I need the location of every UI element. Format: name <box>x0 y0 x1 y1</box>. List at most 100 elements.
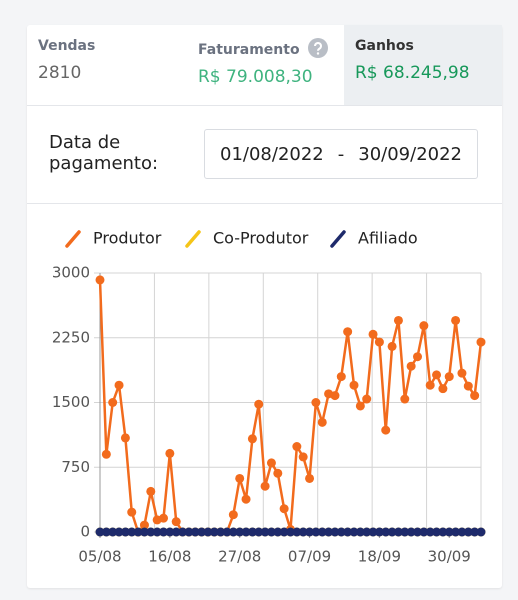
data-point <box>362 394 372 404</box>
data-point <box>95 527 105 537</box>
data-point <box>425 527 435 537</box>
data-point <box>184 527 194 537</box>
data-point <box>133 527 143 537</box>
stat-label-row: Faturamento <box>198 38 344 58</box>
data-point <box>241 527 251 537</box>
legend-item[interactable]: Afiliado <box>330 229 418 248</box>
data-point <box>457 368 467 378</box>
data-point <box>266 527 276 537</box>
data-point <box>209 527 219 537</box>
data-point <box>374 527 384 537</box>
data-point <box>476 527 486 537</box>
series-line <box>98 279 483 534</box>
data-point <box>419 321 429 331</box>
data-point <box>247 434 257 444</box>
data-point <box>222 527 232 537</box>
stat-value: 2810 <box>38 63 82 83</box>
stat-earnings[interactable]: Ganhos R$ 68.245,98 <box>344 25 502 105</box>
date-separator: - <box>337 143 345 165</box>
data-point <box>305 527 315 537</box>
data-point <box>413 527 422 537</box>
data-point <box>355 401 365 411</box>
legend-item[interactable]: Co-Produtor <box>185 229 309 248</box>
data-point <box>279 527 289 537</box>
date-range-input[interactable]: 01/08/2022 - 30/09/2022 <box>204 129 478 179</box>
stat-value: R$ 79.008,30 <box>198 67 313 87</box>
data-point <box>311 398 321 407</box>
divider <box>27 105 502 106</box>
data-point <box>228 510 238 520</box>
data-point <box>432 370 442 380</box>
data-point <box>400 394 410 404</box>
help-icon[interactable] <box>308 38 329 58</box>
legend-swatch <box>185 230 201 248</box>
data-point <box>406 527 416 537</box>
data-point <box>254 399 264 409</box>
data-point <box>247 527 257 537</box>
data-point <box>190 527 200 537</box>
data-point <box>457 527 467 537</box>
stat-sales[interactable]: Vendas 2810 <box>27 25 187 105</box>
x-tick-label: 07/09 <box>288 548 331 566</box>
data-point <box>108 398 118 407</box>
data-point <box>444 527 454 537</box>
data-point <box>292 527 302 537</box>
data-point <box>139 527 149 537</box>
data-point <box>146 527 156 537</box>
data-point <box>165 448 175 458</box>
data-point <box>444 372 454 382</box>
y-tick-label: 1500 <box>52 393 90 411</box>
data-point <box>178 527 188 537</box>
data-point <box>413 352 422 362</box>
data-point <box>203 527 213 537</box>
data-point <box>387 527 397 537</box>
data-point <box>381 425 391 435</box>
data-point <box>476 337 486 347</box>
stat-label: Vendas <box>38 38 96 54</box>
data-point <box>425 380 435 390</box>
stat-value: R$ 68.245,98 <box>355 63 470 83</box>
data-point <box>463 527 473 537</box>
data-point <box>228 527 238 537</box>
data-point <box>470 527 480 537</box>
stat-label: Ganhos <box>355 38 414 54</box>
data-point <box>470 391 480 401</box>
data-point <box>317 527 327 537</box>
legend-swatch <box>65 230 81 248</box>
divider <box>27 203 502 204</box>
data-point <box>279 504 289 514</box>
stat-revenue[interactable]: Faturamento R$ 79.008,30 <box>187 25 344 105</box>
data-point <box>298 452 308 462</box>
y-tick-label: 3000 <box>52 264 90 282</box>
data-point <box>336 527 346 537</box>
data-point <box>146 486 156 496</box>
chart: 0 750 1500 2250 3000 05/08 16/08 27/08 07/09 18/0… <box>52 229 486 566</box>
data-point <box>159 513 168 523</box>
data-point <box>343 527 353 537</box>
date-label: Data de pagamento: <box>49 132 159 174</box>
data-point <box>266 458 276 468</box>
data-point <box>387 341 397 351</box>
data-point <box>330 527 340 537</box>
x-tick-label: 30/09 <box>428 548 471 566</box>
data-point <box>343 327 353 337</box>
data-point <box>260 527 270 537</box>
data-point <box>95 275 105 285</box>
data-point <box>451 527 461 537</box>
legend-label: Co-Produtor <box>213 229 309 248</box>
data-point <box>311 527 321 537</box>
data-point <box>349 380 359 390</box>
data-point <box>317 417 327 427</box>
y-tick-label: 2250 <box>52 328 90 346</box>
data-point <box>324 527 334 537</box>
data-point <box>152 527 162 537</box>
data-point <box>355 527 365 537</box>
data-point <box>406 361 416 371</box>
data-point <box>393 527 403 537</box>
data-point <box>368 329 378 339</box>
data-point <box>432 527 442 537</box>
data-point <box>393 315 403 325</box>
legend-item[interactable]: Produtor <box>65 229 162 248</box>
x-tick-label: 18/09 <box>358 548 401 566</box>
